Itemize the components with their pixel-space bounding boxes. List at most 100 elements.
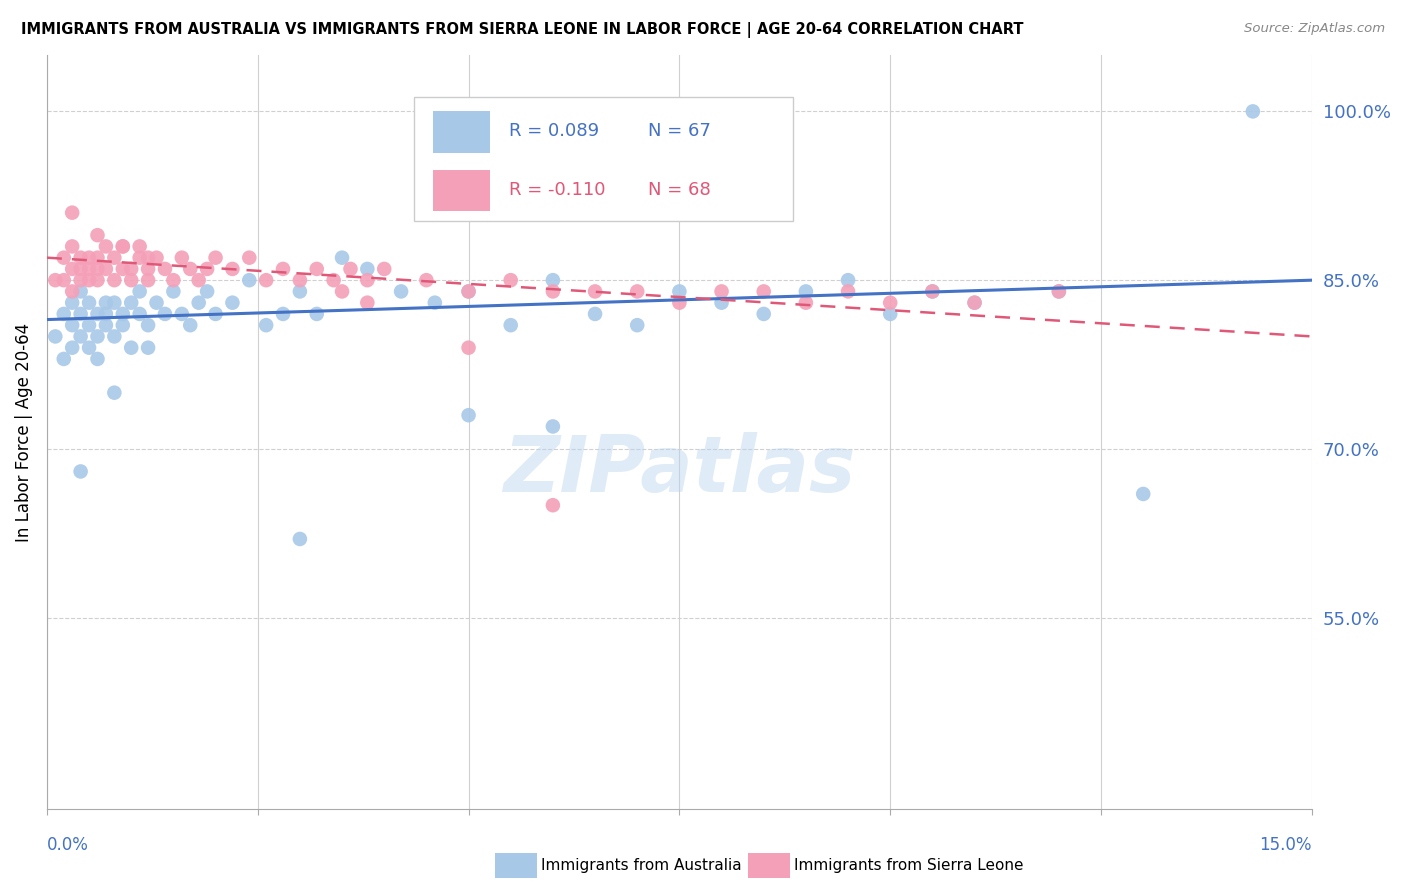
Point	[541, 419, 564, 434]
Point	[541, 273, 564, 287]
Point	[60, 295, 83, 310]
Point	[356, 295, 378, 310]
Point	[583, 285, 606, 299]
Point	[423, 295, 446, 310]
Point	[170, 307, 193, 321]
Point	[120, 261, 142, 276]
Point	[69, 329, 91, 343]
Point	[136, 251, 159, 265]
Text: R = -0.110: R = -0.110	[509, 181, 605, 199]
Point	[111, 239, 134, 253]
Point	[94, 307, 117, 321]
Point	[322, 273, 344, 287]
Point	[128, 285, 150, 299]
Point	[626, 318, 648, 333]
Point	[145, 295, 167, 310]
Point	[111, 261, 134, 276]
Point	[457, 408, 479, 422]
Point	[305, 261, 328, 276]
Point	[103, 251, 125, 265]
Point	[1241, 104, 1264, 119]
Point	[373, 261, 395, 276]
Point	[52, 307, 75, 321]
Point	[330, 285, 353, 299]
Point	[1132, 487, 1154, 501]
Point	[626, 285, 648, 299]
Point	[195, 261, 218, 276]
Point	[120, 341, 142, 355]
Point	[44, 329, 66, 343]
Point	[204, 251, 226, 265]
Bar	[433, 169, 489, 211]
Point	[86, 273, 108, 287]
Point	[162, 273, 184, 287]
Point	[837, 285, 859, 299]
Point	[238, 273, 260, 287]
Point	[963, 295, 986, 310]
Point	[254, 273, 277, 287]
Point	[94, 295, 117, 310]
Point	[879, 307, 901, 321]
Point	[136, 318, 159, 333]
Point	[254, 318, 277, 333]
Point	[221, 261, 243, 276]
Point	[153, 307, 176, 321]
Point	[921, 285, 943, 299]
Point	[238, 251, 260, 265]
Point	[179, 261, 201, 276]
Point	[710, 285, 733, 299]
Point	[794, 295, 817, 310]
Point	[356, 261, 378, 276]
Point	[162, 285, 184, 299]
Point	[204, 307, 226, 321]
Point	[86, 351, 108, 366]
Point	[879, 295, 901, 310]
Point	[128, 307, 150, 321]
Point	[103, 329, 125, 343]
Point	[77, 273, 100, 287]
Point	[153, 261, 176, 276]
Text: Immigrants from Sierra Leone: Immigrants from Sierra Leone	[794, 858, 1024, 872]
Point	[86, 307, 108, 321]
Point	[752, 285, 775, 299]
Point	[187, 295, 209, 310]
Point	[330, 251, 353, 265]
Point	[128, 251, 150, 265]
Point	[52, 351, 75, 366]
Point	[52, 273, 75, 287]
Point	[120, 273, 142, 287]
Point	[668, 285, 690, 299]
Text: Immigrants from Australia: Immigrants from Australia	[541, 858, 742, 872]
Text: R = 0.089: R = 0.089	[509, 122, 599, 140]
Point	[60, 285, 83, 299]
Point	[963, 295, 986, 310]
Point	[77, 341, 100, 355]
Point	[94, 261, 117, 276]
Point	[457, 285, 479, 299]
Text: Source: ZipAtlas.com: Source: ZipAtlas.com	[1244, 22, 1385, 36]
Point	[668, 295, 690, 310]
Point	[305, 307, 328, 321]
Point	[103, 295, 125, 310]
Point	[457, 341, 479, 355]
Point	[77, 251, 100, 265]
Point	[120, 295, 142, 310]
Point	[457, 285, 479, 299]
Point	[187, 273, 209, 287]
Point	[170, 251, 193, 265]
Point	[541, 498, 564, 512]
Point	[69, 307, 91, 321]
Point	[103, 385, 125, 400]
Point	[356, 273, 378, 287]
Point	[86, 261, 108, 276]
Point	[271, 261, 294, 276]
FancyBboxPatch shape	[413, 96, 793, 221]
Text: 15.0%: 15.0%	[1260, 836, 1312, 854]
Text: 0.0%: 0.0%	[46, 836, 89, 854]
Point	[1047, 285, 1070, 299]
Point	[44, 273, 66, 287]
Text: ZIPatlas: ZIPatlas	[503, 432, 855, 508]
Point	[794, 285, 817, 299]
Point	[339, 261, 361, 276]
Point	[94, 239, 117, 253]
